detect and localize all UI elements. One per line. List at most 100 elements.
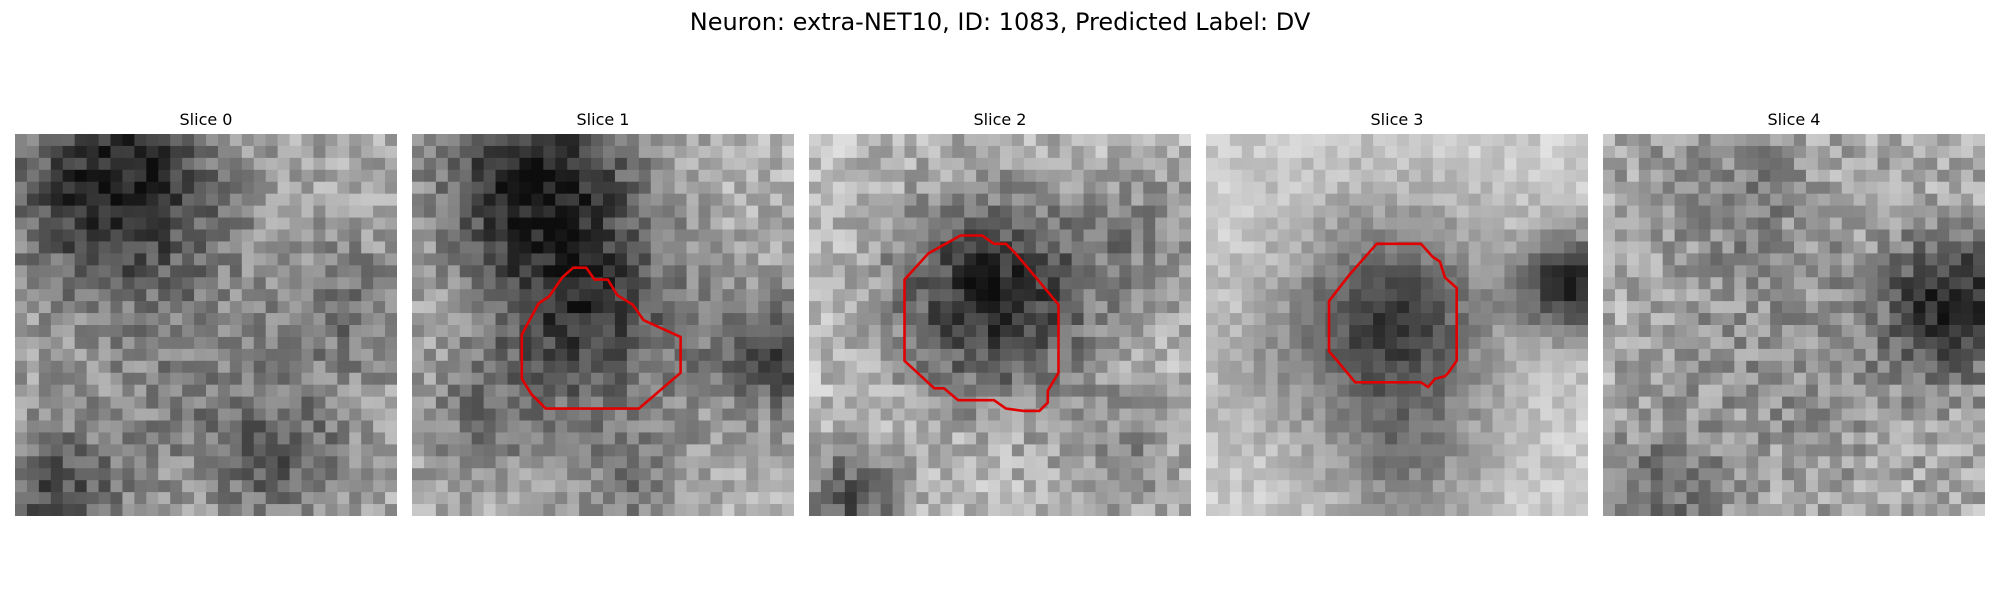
pixel	[543, 169, 556, 183]
pixel	[1325, 277, 1338, 290]
pixel	[710, 336, 723, 350]
pixel	[940, 277, 953, 290]
pixel	[614, 384, 628, 398]
pixel	[1770, 336, 1783, 350]
pixel	[976, 289, 989, 302]
pixel	[1614, 336, 1628, 350]
pixel	[471, 241, 485, 254]
pixel	[698, 504, 712, 516]
pixel	[844, 468, 858, 481]
pixel	[662, 492, 676, 505]
pixel	[337, 157, 350, 171]
pixel	[1349, 134, 1362, 147]
pixel	[1841, 444, 1855, 457]
pixel	[1313, 169, 1326, 183]
pixel	[1504, 193, 1517, 207]
pixel	[856, 313, 870, 326]
pixel	[626, 468, 640, 481]
pixel	[531, 313, 544, 326]
pixel	[1179, 157, 1191, 171]
pixel	[229, 325, 243, 338]
pixel	[1229, 396, 1243, 410]
pixel	[940, 265, 953, 278]
pixel	[1817, 134, 1831, 147]
pixel	[1853, 193, 1867, 207]
pixel	[1206, 420, 1219, 434]
pixel	[904, 289, 918, 302]
pixel	[182, 169, 195, 183]
pixel	[1540, 336, 1553, 350]
pixel	[1337, 313, 1350, 326]
pixel	[1877, 360, 1891, 374]
pixel	[782, 193, 794, 207]
pixel	[531, 456, 544, 469]
pixel	[483, 157, 497, 171]
pixel	[26, 181, 40, 195]
pixel	[146, 348, 159, 362]
pixel	[62, 241, 76, 254]
pixel	[1841, 229, 1855, 243]
pixel	[1277, 348, 1291, 362]
pixel	[471, 181, 485, 195]
pixel	[964, 384, 977, 398]
pixel	[1973, 420, 1985, 434]
pixel	[1023, 169, 1037, 183]
pixel	[892, 229, 906, 243]
pixel	[1000, 181, 1013, 195]
pixel	[1349, 504, 1362, 516]
pixel	[952, 193, 965, 207]
pixel	[1229, 134, 1243, 147]
pixel	[868, 169, 882, 183]
pixel	[1444, 408, 1458, 422]
pixel	[385, 157, 397, 171]
pixel	[1083, 444, 1097, 457]
pixel	[892, 468, 906, 481]
pixel	[1155, 217, 1168, 231]
pixel	[1373, 504, 1386, 516]
pixel	[1516, 504, 1529, 516]
pixel	[868, 277, 882, 290]
pixel	[447, 313, 461, 326]
pixel	[86, 241, 100, 254]
pixel	[603, 432, 616, 445]
pixel	[710, 217, 723, 231]
pixel	[1901, 301, 1914, 314]
pixel	[1179, 169, 1191, 183]
pixel	[1841, 420, 1855, 434]
pixel	[686, 289, 700, 302]
pixel	[782, 145, 794, 159]
pixel	[1698, 408, 1712, 422]
pixel	[1973, 384, 1985, 398]
pixel	[1492, 420, 1506, 434]
pixel	[820, 384, 834, 398]
pixel	[313, 396, 326, 410]
pixel	[1023, 241, 1037, 254]
pixel	[1432, 468, 1446, 481]
pixel	[1083, 384, 1097, 398]
pixel	[734, 444, 747, 457]
pixel	[86, 348, 100, 362]
pixel	[1265, 348, 1279, 362]
pixel	[1650, 205, 1664, 219]
pixel	[591, 348, 604, 362]
pixel	[1626, 157, 1640, 171]
pixel	[447, 468, 461, 481]
pixel	[1143, 325, 1156, 338]
pixel	[758, 289, 771, 302]
pixel	[809, 265, 822, 278]
pixel	[1000, 480, 1013, 493]
pixel	[1325, 456, 1338, 469]
pixel	[1603, 372, 1616, 386]
pixel	[1313, 504, 1326, 516]
pixel	[423, 289, 437, 302]
pixel	[1071, 169, 1085, 183]
pixel	[698, 134, 712, 147]
pixel	[325, 134, 338, 147]
pixel	[1638, 289, 1652, 302]
pixel	[495, 348, 509, 362]
pixel	[86, 492, 100, 505]
pixel	[1877, 253, 1891, 266]
pixel	[543, 313, 556, 326]
pixel	[26, 384, 40, 398]
pixel	[770, 444, 783, 457]
